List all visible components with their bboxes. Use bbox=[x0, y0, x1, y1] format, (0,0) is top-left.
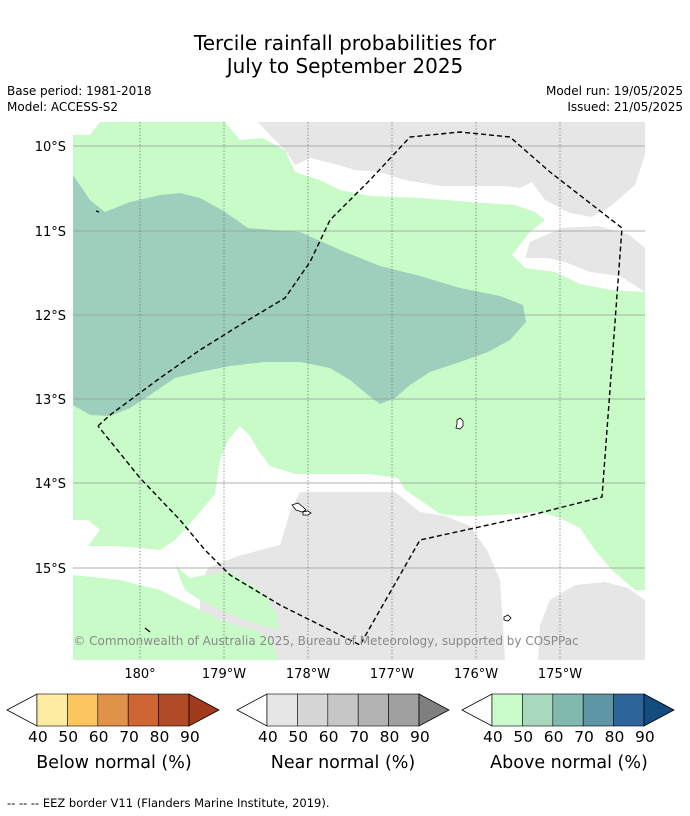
model-text: Model: ACCESS-S2 bbox=[7, 100, 119, 114]
below-normal-colorbar-max-triangle bbox=[188, 693, 220, 727]
longitude-labels: 180° 179°W 178°W 177°W 176°W 175°W bbox=[124, 667, 582, 682]
above-normal-tick-label: 80 bbox=[604, 728, 625, 746]
near-normal-tick-label: 50 bbox=[288, 728, 309, 746]
lon-label-176W: 176°W bbox=[454, 667, 498, 682]
near-normal-tick-label: 80 bbox=[379, 728, 400, 746]
lon-label-180: 180° bbox=[124, 667, 155, 682]
lon-label-178W: 178°W bbox=[286, 667, 330, 682]
lat-label-10S: 10°S bbox=[35, 140, 66, 155]
below-normal-tick-label: 80 bbox=[149, 728, 170, 746]
below-normal-colorbar-segment bbox=[158, 693, 190, 727]
above-normal-tick-label: 50 bbox=[513, 728, 534, 746]
above-normal-colorbar-segment bbox=[582, 693, 614, 727]
below-normal-colorbar-min-triangle bbox=[6, 693, 38, 727]
above-normal-legend-title: Above normal (%) bbox=[490, 753, 648, 773]
lat-label-15S: 15°S bbox=[35, 562, 66, 577]
island-east bbox=[455, 417, 464, 430]
above-normal-region-south-strip bbox=[175, 565, 280, 630]
above-normal-50-regions bbox=[73, 175, 526, 416]
island-south bbox=[503, 614, 512, 622]
islands bbox=[291, 417, 512, 622]
grid-meridians bbox=[139, 122, 561, 660]
map-title-line-2: July to September 2025 bbox=[226, 54, 464, 78]
below-normal-legend-title: Below normal (%) bbox=[36, 753, 192, 773]
island-central bbox=[291, 502, 307, 513]
eez-border-fragment-2 bbox=[144, 627, 151, 633]
above-normal-colorbar-segment bbox=[491, 693, 523, 727]
above-normal-tick-label: 40 bbox=[483, 728, 503, 746]
grid-lines bbox=[73, 145, 645, 569]
near-normal-colorbar-segment bbox=[357, 693, 389, 727]
near-normal-colorbar-segment bbox=[327, 693, 359, 727]
above-normal-tick-label: 60 bbox=[543, 728, 564, 746]
below-normal-tick-label: 60 bbox=[88, 728, 109, 746]
near-normal-tick-label: 70 bbox=[349, 728, 369, 746]
near-normal-colorbar-segment bbox=[266, 693, 298, 727]
above-normal-50-region bbox=[73, 175, 526, 416]
above-normal-colorbar-max-triangle bbox=[643, 693, 675, 727]
below-normal-colorbar-segment bbox=[97, 693, 129, 727]
lat-label-14S: 14°S bbox=[35, 477, 66, 492]
eez-border bbox=[97, 131, 623, 646]
map-title-line-1: Tercile rainfall probabilities for bbox=[193, 31, 497, 55]
above-normal-colorbar-segment bbox=[613, 693, 645, 727]
below-normal-tick-label: 90 bbox=[180, 728, 200, 746]
near-normal-region-southeast bbox=[538, 582, 645, 660]
below-normal-colorbar-segment bbox=[67, 693, 99, 727]
issued-text: Issued: 21/05/2025 bbox=[567, 100, 683, 114]
near-normal-colorbar-min-triangle bbox=[236, 693, 268, 727]
eez-footnote: -- -- -- EEZ border V11 (Flanders Marine… bbox=[7, 796, 330, 810]
near-normal-colorbar-segment bbox=[297, 693, 329, 727]
near-normal-legend-title: Near normal (%) bbox=[270, 753, 416, 773]
above-normal-colorbar-segment bbox=[552, 693, 584, 727]
base-period-text: Base period: 1981-2018 bbox=[7, 84, 152, 98]
island-central-2 bbox=[302, 510, 312, 516]
near-normal-tick-label: 90 bbox=[410, 728, 430, 746]
near-normal-tick-label: 40 bbox=[258, 728, 278, 746]
copyright-text: © Commonwealth of Australia 2025, Bureau… bbox=[73, 634, 578, 648]
below-normal-tick-label: 50 bbox=[58, 728, 79, 746]
model-run-text: Model run: 19/05/2025 bbox=[545, 84, 683, 98]
above-normal-region-southwest bbox=[73, 575, 278, 660]
lon-label-177W: 177°W bbox=[370, 667, 414, 682]
above-normal-tick-label: 70 bbox=[574, 728, 594, 746]
below-normal-tick-label: 70 bbox=[119, 728, 139, 746]
near-normal-colorbar-max-triangle bbox=[418, 693, 450, 727]
below-normal-colorbar-segment bbox=[127, 693, 159, 727]
latitude-labels: 10°S 11°S 12°S 13°S 14°S 15°S bbox=[35, 140, 66, 577]
lat-label-11S: 11°S bbox=[35, 225, 66, 240]
lat-label-12S: 12°S bbox=[35, 309, 66, 324]
near-normal-colorbar-segment bbox=[388, 693, 420, 727]
lon-label-175W: 175°W bbox=[538, 667, 582, 682]
near-normal-tick-label: 60 bbox=[318, 728, 339, 746]
above-normal-colorbar-segment bbox=[522, 693, 554, 727]
lon-label-179W: 179°W bbox=[202, 667, 246, 682]
colorbars bbox=[6, 693, 675, 727]
near-normal-region-east bbox=[525, 226, 645, 292]
below-normal-colorbar-segment bbox=[36, 693, 68, 727]
above-normal-colorbar-min-triangle bbox=[461, 693, 493, 727]
map-area bbox=[73, 122, 645, 660]
lat-label-13S: 13°S bbox=[35, 393, 66, 408]
eez-border-fragment bbox=[95, 210, 100, 213]
below-normal-tick-label: 40 bbox=[28, 728, 48, 746]
above-normal-tick-label: 90 bbox=[635, 728, 655, 746]
